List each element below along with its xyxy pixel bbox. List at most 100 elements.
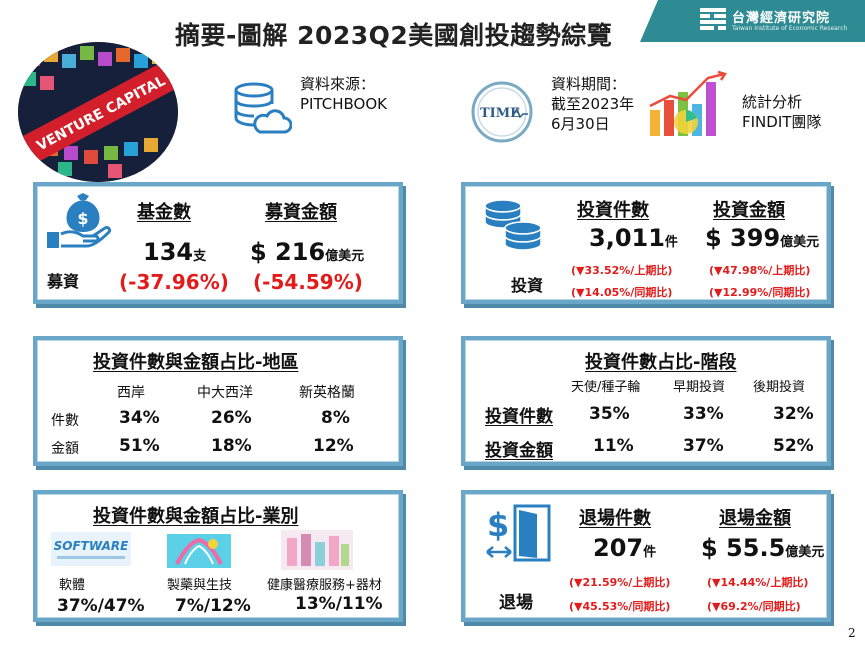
investment-label: 投資: [511, 276, 544, 295]
deal-count-header: 投資件數: [577, 200, 649, 221]
stage-heading: 投資件數占比-階段: [585, 352, 737, 373]
stage-count-early: 33%: [683, 404, 724, 424]
fund-count-change: (-37.96%): [119, 270, 229, 294]
software-thumb-text: SOFTWARE: [54, 539, 130, 553]
bar-chart-icon: [649, 70, 727, 136]
stage-count-late: 32%: [773, 404, 814, 424]
fund-amount-change: (-54.59%): [253, 270, 363, 294]
industry-healthcare-value: 13%/11%: [295, 594, 383, 614]
svg-text:$: $: [487, 506, 509, 544]
stage-count-seed: 35%: [589, 404, 630, 424]
region-amount-midatlantic: 18%: [211, 436, 252, 456]
pharma-thumbnail: [167, 534, 231, 568]
fund-amount-number: $ 216: [250, 238, 326, 266]
logo-text-zh: 台灣經濟研究院: [732, 11, 831, 26]
fund-amount-unit: 億美元: [325, 249, 365, 264]
stage-card: 投資件數占比-階段 天使/種子輪 早期投資 後期投資 投資件數 投資金額 35%…: [461, 336, 831, 466]
exit-count-yoy: (▼45.53%/同期比): [569, 600, 671, 613]
region-heading: 投資件數與金額占比-地區: [93, 352, 299, 373]
stage-row-amount-label: 投資金額: [485, 441, 553, 461]
deal-amount-yoy: (▼12.99%/同期比): [709, 286, 811, 299]
industry-heading: 投資件數與金額占比-業別: [93, 506, 299, 527]
deal-amount-value: $ 399億美元: [705, 224, 819, 252]
stage-amount-seed: 11%: [593, 436, 634, 456]
analysis-line1: 統計分析: [742, 93, 803, 111]
stage-col-seed: 天使/種子輪: [571, 380, 641, 395]
fund-count-unit: 支: [193, 249, 207, 264]
time-clock-icon: TIME: [471, 81, 533, 143]
stage-col-early: 早期投資: [673, 380, 726, 395]
exit-amount-qoq: (▼14.44%/上期比): [707, 576, 809, 589]
stage-amount-late: 52%: [773, 436, 814, 456]
deal-count-number: 3,011: [589, 224, 665, 252]
period-line3: 6月30日: [551, 115, 610, 133]
industry-healthcare-label: 健康醫療服務+器材: [267, 578, 382, 593]
software-thumbnail: SOFTWARE: [51, 532, 131, 566]
source-label: 資料來源：: [300, 75, 376, 93]
deal-count-value: 3,011件: [589, 224, 678, 252]
exit-door-icon: $: [486, 504, 551, 562]
exits-label: 退場: [499, 593, 533, 613]
fundraising-card: $ 募資 基金數 募資金額 134支 $ 216億美元 (-37.96%) (-…: [33, 182, 403, 304]
region-col-newengland: 新英格蘭: [299, 385, 355, 401]
region-count-midatlantic: 26%: [211, 408, 252, 428]
industry-card: 投資件數與金額占比-業別 SOFTWARE 軟體 製藥與生技 健康醫療服務+器材…: [33, 490, 403, 622]
stage-row-count-label: 投資件數: [485, 407, 553, 427]
fund-amount-header: 募資金額: [265, 202, 337, 223]
fund-amount-value: $ 216億美元: [250, 238, 364, 266]
exit-amount-value: $ 55.5億美元: [701, 534, 824, 562]
venture-capital-image: VENTURE CAPITAL: [18, 42, 178, 182]
period-label: 資料期間：: [551, 75, 627, 93]
exits-card: $ 退場 退場件數 退場金額 207件 $ 55.5億美元 (▼21.59%/上…: [461, 490, 831, 622]
fund-count-number: 134: [143, 238, 194, 266]
analysis-line2: FINDIT團隊: [742, 113, 822, 131]
logo-text-en: Taiwan Institute of Economic Research: [732, 25, 848, 32]
fund-count-header: 基金數: [137, 202, 191, 223]
region-amount-west: 51%: [119, 436, 160, 456]
tier-logo-icon: [700, 8, 726, 30]
page-number: 2: [848, 626, 856, 640]
stage-col-late: 後期投資: [753, 380, 806, 395]
exit-count-value: 207件: [593, 534, 656, 562]
region-col-midatlantic: 中大西洋: [197, 385, 253, 401]
period-line2: 截至2023年: [551, 95, 635, 113]
deal-count-unit: 件: [664, 235, 678, 250]
fund-count-value: 134支: [143, 238, 206, 266]
exit-amount-number: $ 55.5: [701, 534, 786, 562]
deal-amount-unit: 億美元: [780, 235, 820, 250]
source-text: 資料來源： PITCHBOOK: [300, 74, 387, 114]
deal-amount-header: 投資金額: [713, 200, 785, 221]
stage-amount-early: 37%: [683, 436, 724, 456]
industry-pharma-label: 製藥與生技: [167, 578, 233, 593]
database-cloud-icon: [234, 82, 292, 134]
region-amount-newengland: 12%: [313, 436, 354, 456]
time-icon-label: TIME: [480, 106, 520, 121]
logo-banner: [640, 0, 865, 42]
fundraising-label: 募資: [47, 272, 80, 291]
period-text: 資料期間： 截至2023年 6月30日: [551, 74, 634, 134]
exit-count-number: 207: [593, 534, 644, 562]
exit-count-qoq: (▼21.59%/上期比): [569, 576, 671, 589]
region-row-count-label: 件數: [51, 413, 79, 429]
exit-amount-unit: 億美元: [785, 545, 825, 560]
deal-amount-number: $ 399: [705, 224, 781, 252]
deal-count-qoq: (▼33.52%/上期比): [571, 264, 673, 277]
region-row-amount-label: 金額: [51, 441, 79, 457]
industry-software-label: 軟體: [59, 578, 86, 593]
healthcare-thumbnail: [281, 530, 353, 570]
investment-card: 投資 投資件數 投資金額 3,011件 $ 399億美元 (▼33.52%/上期…: [461, 182, 831, 304]
coins-icon: [484, 199, 542, 251]
money-hand-icon: $: [47, 193, 112, 248]
region-card: 投資件數與金額占比-地區 西岸 中大西洋 新英格蘭 件數 金額 34% 26% …: [33, 336, 403, 466]
exit-amount-yoy: (▼69.2%/同期比): [707, 600, 801, 613]
region-col-west: 西岸: [117, 385, 145, 401]
industry-software-value: 37%/47%: [57, 596, 145, 616]
deal-amount-qoq: (▼47.98%/上期比): [709, 264, 811, 277]
deal-count-yoy: (▼14.05%/同期比): [571, 286, 673, 299]
source-value: PITCHBOOK: [300, 95, 387, 113]
region-count-west: 34%: [119, 408, 160, 428]
region-count-newengland: 8%: [321, 408, 350, 428]
analysis-text: 統計分析 FINDIT團隊: [742, 92, 821, 132]
exit-count-unit: 件: [643, 545, 657, 560]
exit-amount-header: 退場金額: [719, 508, 791, 529]
